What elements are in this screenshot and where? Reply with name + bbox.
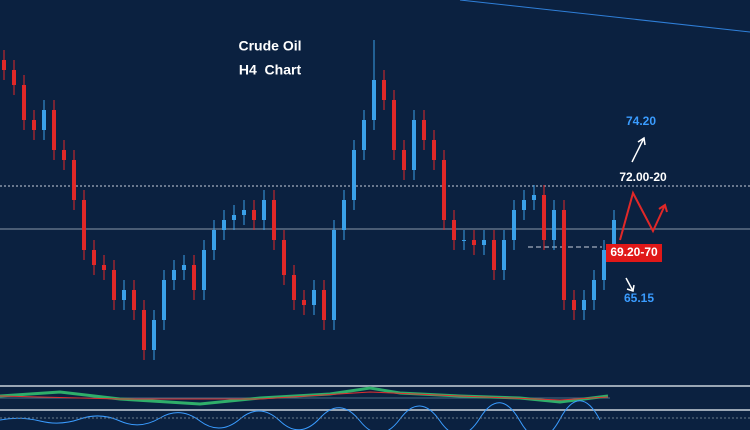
candle-body [172, 270, 176, 280]
chart-subtitle: H4 Chart [239, 62, 302, 78]
candle-body [222, 220, 226, 230]
candle-body [272, 200, 276, 240]
candle-body [62, 150, 66, 160]
candle-body [402, 150, 406, 170]
candle-body [612, 220, 616, 250]
forecast-path [619, 190, 666, 241]
candle-body [472, 240, 476, 245]
candle-body [452, 220, 456, 240]
candle-body [342, 200, 346, 230]
candle-body [202, 250, 206, 290]
candle-body [192, 265, 196, 290]
candle-body [242, 210, 246, 215]
candle-body [182, 265, 186, 270]
candle-body [142, 310, 146, 350]
oscillator-line [0, 400, 601, 430]
candle-body [352, 150, 356, 200]
candle-body [582, 300, 586, 310]
candle-body [2, 60, 6, 70]
candle-body [82, 200, 86, 250]
candle-body [92, 250, 96, 265]
candle-body [422, 120, 426, 140]
candle-body [412, 120, 416, 170]
pivot-label: 69.20-70 [610, 245, 658, 259]
candle-body [52, 110, 56, 150]
chart-title: Crude Oil [238, 38, 301, 54]
candle-body [122, 290, 126, 300]
candle-body [112, 270, 116, 300]
candle-body [152, 320, 156, 350]
candle-body [102, 265, 106, 270]
candle-body [432, 140, 436, 160]
candle-body [12, 70, 16, 85]
down-arrowhead [626, 284, 635, 292]
support-label: 65.15 [624, 291, 654, 305]
resistance-label: 72.00-20 [619, 170, 667, 184]
candle-body [482, 240, 486, 245]
candle-body [532, 195, 536, 200]
candle-body [302, 300, 306, 305]
candle-body [602, 250, 606, 280]
candle-body [462, 240, 466, 241]
candle-body [332, 230, 336, 320]
pivot-box [606, 244, 662, 262]
candle-body [42, 110, 46, 130]
candles [2, 40, 616, 360]
candle-body [262, 200, 266, 220]
candle-body [32, 120, 36, 130]
candle-body [292, 275, 296, 300]
candle-body [362, 120, 366, 150]
candle-body [322, 290, 326, 320]
candle-body [502, 240, 506, 270]
candle-body [212, 230, 216, 250]
candle-body [562, 210, 566, 300]
candle-body [382, 80, 386, 100]
forecast-arrowhead [658, 203, 668, 213]
up-arrowhead [637, 136, 646, 146]
candle-body [232, 215, 236, 220]
candle-body [442, 160, 446, 220]
trend-line [459, 0, 750, 33]
candle-body [282, 240, 286, 275]
candle-body [162, 280, 166, 320]
candle-body [592, 280, 596, 300]
candle-body [372, 80, 376, 120]
candle-body [512, 210, 516, 240]
candle-body [312, 290, 316, 305]
candle-body [392, 100, 396, 150]
indicator-signal [0, 391, 609, 401]
candle-body [252, 210, 256, 220]
candle-body [542, 195, 546, 240]
candle-body [22, 85, 26, 120]
candle-body [572, 300, 576, 310]
down-arrow [625, 277, 634, 292]
candle-body [522, 200, 526, 210]
candle-body [492, 240, 496, 270]
up-arrow [631, 137, 645, 163]
candle-body [72, 160, 76, 200]
candle-body [132, 290, 136, 310]
candle-body [552, 210, 556, 240]
target-label: 74.20 [626, 114, 656, 128]
